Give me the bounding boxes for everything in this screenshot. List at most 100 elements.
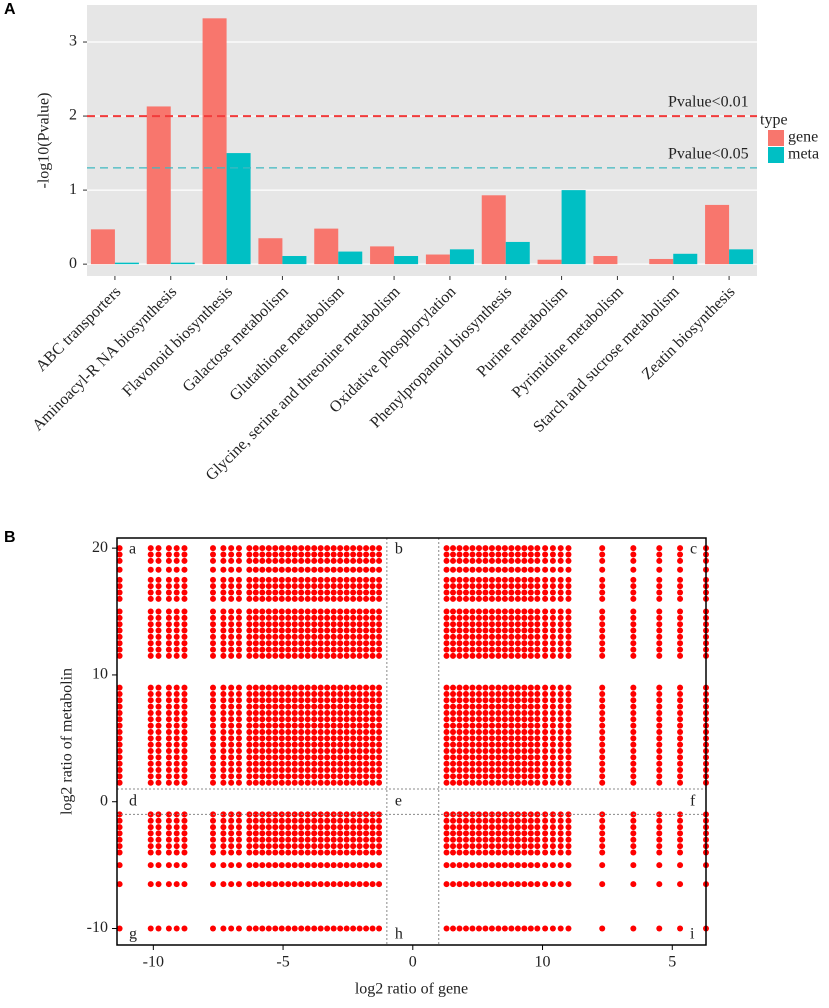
point bbox=[311, 722, 318, 729]
point bbox=[116, 621, 123, 628]
point bbox=[343, 566, 350, 573]
point bbox=[181, 728, 188, 735]
point bbox=[456, 690, 463, 697]
point bbox=[508, 824, 515, 831]
point bbox=[376, 589, 383, 596]
point bbox=[324, 640, 331, 647]
point bbox=[363, 728, 370, 735]
point bbox=[228, 614, 235, 621]
point bbox=[549, 862, 556, 869]
point bbox=[272, 925, 279, 932]
point bbox=[376, 646, 383, 653]
point bbox=[210, 817, 217, 824]
point bbox=[656, 709, 663, 716]
point bbox=[330, 773, 337, 780]
point bbox=[259, 633, 266, 640]
point bbox=[337, 748, 344, 755]
point bbox=[630, 703, 637, 710]
point bbox=[527, 709, 534, 716]
point bbox=[165, 690, 172, 697]
point bbox=[462, 576, 469, 583]
point bbox=[501, 633, 508, 640]
point bbox=[324, 779, 331, 786]
point bbox=[508, 735, 515, 742]
point bbox=[155, 760, 162, 767]
point bbox=[350, 748, 357, 755]
point bbox=[317, 760, 324, 767]
point bbox=[298, 583, 305, 590]
point bbox=[272, 722, 279, 729]
point bbox=[278, 843, 285, 850]
point bbox=[210, 545, 217, 552]
point bbox=[501, 684, 508, 691]
point bbox=[565, 640, 572, 647]
point bbox=[542, 754, 549, 761]
point bbox=[565, 824, 572, 831]
point bbox=[210, 767, 217, 774]
point bbox=[235, 690, 242, 697]
point bbox=[278, 697, 285, 704]
point bbox=[278, 824, 285, 831]
point bbox=[482, 690, 489, 697]
point bbox=[508, 589, 515, 596]
point bbox=[165, 862, 172, 869]
point bbox=[252, 576, 259, 583]
point bbox=[116, 576, 123, 583]
plot-background bbox=[87, 5, 757, 276]
point bbox=[369, 773, 376, 780]
point bbox=[488, 754, 495, 761]
point bbox=[443, 754, 450, 761]
point bbox=[542, 684, 549, 691]
point bbox=[508, 881, 515, 888]
point bbox=[265, 779, 272, 786]
point bbox=[495, 684, 502, 691]
point bbox=[147, 614, 154, 621]
point bbox=[514, 779, 521, 786]
point bbox=[337, 652, 344, 659]
point bbox=[475, 557, 482, 564]
point bbox=[337, 849, 344, 856]
point bbox=[298, 779, 305, 786]
point bbox=[549, 773, 556, 780]
point bbox=[514, 652, 521, 659]
point bbox=[488, 690, 495, 697]
point bbox=[450, 779, 457, 786]
point bbox=[291, 843, 298, 850]
point bbox=[317, 633, 324, 640]
point bbox=[462, 817, 469, 824]
bar bbox=[114, 262, 139, 265]
point bbox=[235, 824, 242, 831]
point bbox=[259, 684, 266, 691]
point bbox=[527, 633, 534, 640]
point bbox=[181, 576, 188, 583]
point bbox=[265, 557, 272, 564]
point bbox=[285, 824, 292, 831]
point bbox=[116, 703, 123, 710]
point bbox=[677, 741, 684, 748]
point bbox=[272, 608, 279, 615]
point bbox=[252, 925, 259, 932]
point bbox=[469, 576, 476, 583]
point bbox=[542, 551, 549, 558]
point bbox=[173, 566, 180, 573]
point bbox=[495, 589, 502, 596]
point bbox=[330, 576, 337, 583]
point bbox=[482, 716, 489, 723]
point bbox=[259, 566, 266, 573]
point bbox=[456, 748, 463, 755]
point bbox=[246, 608, 253, 615]
point bbox=[220, 633, 227, 640]
point bbox=[542, 627, 549, 634]
point bbox=[565, 836, 572, 843]
point bbox=[147, 576, 154, 583]
point bbox=[337, 633, 344, 640]
point bbox=[285, 760, 292, 767]
point bbox=[181, 709, 188, 716]
point bbox=[677, 811, 684, 818]
point bbox=[173, 646, 180, 653]
point bbox=[285, 557, 292, 564]
point bbox=[330, 697, 337, 704]
point bbox=[311, 627, 318, 634]
point bbox=[527, 640, 534, 647]
point bbox=[343, 627, 350, 634]
